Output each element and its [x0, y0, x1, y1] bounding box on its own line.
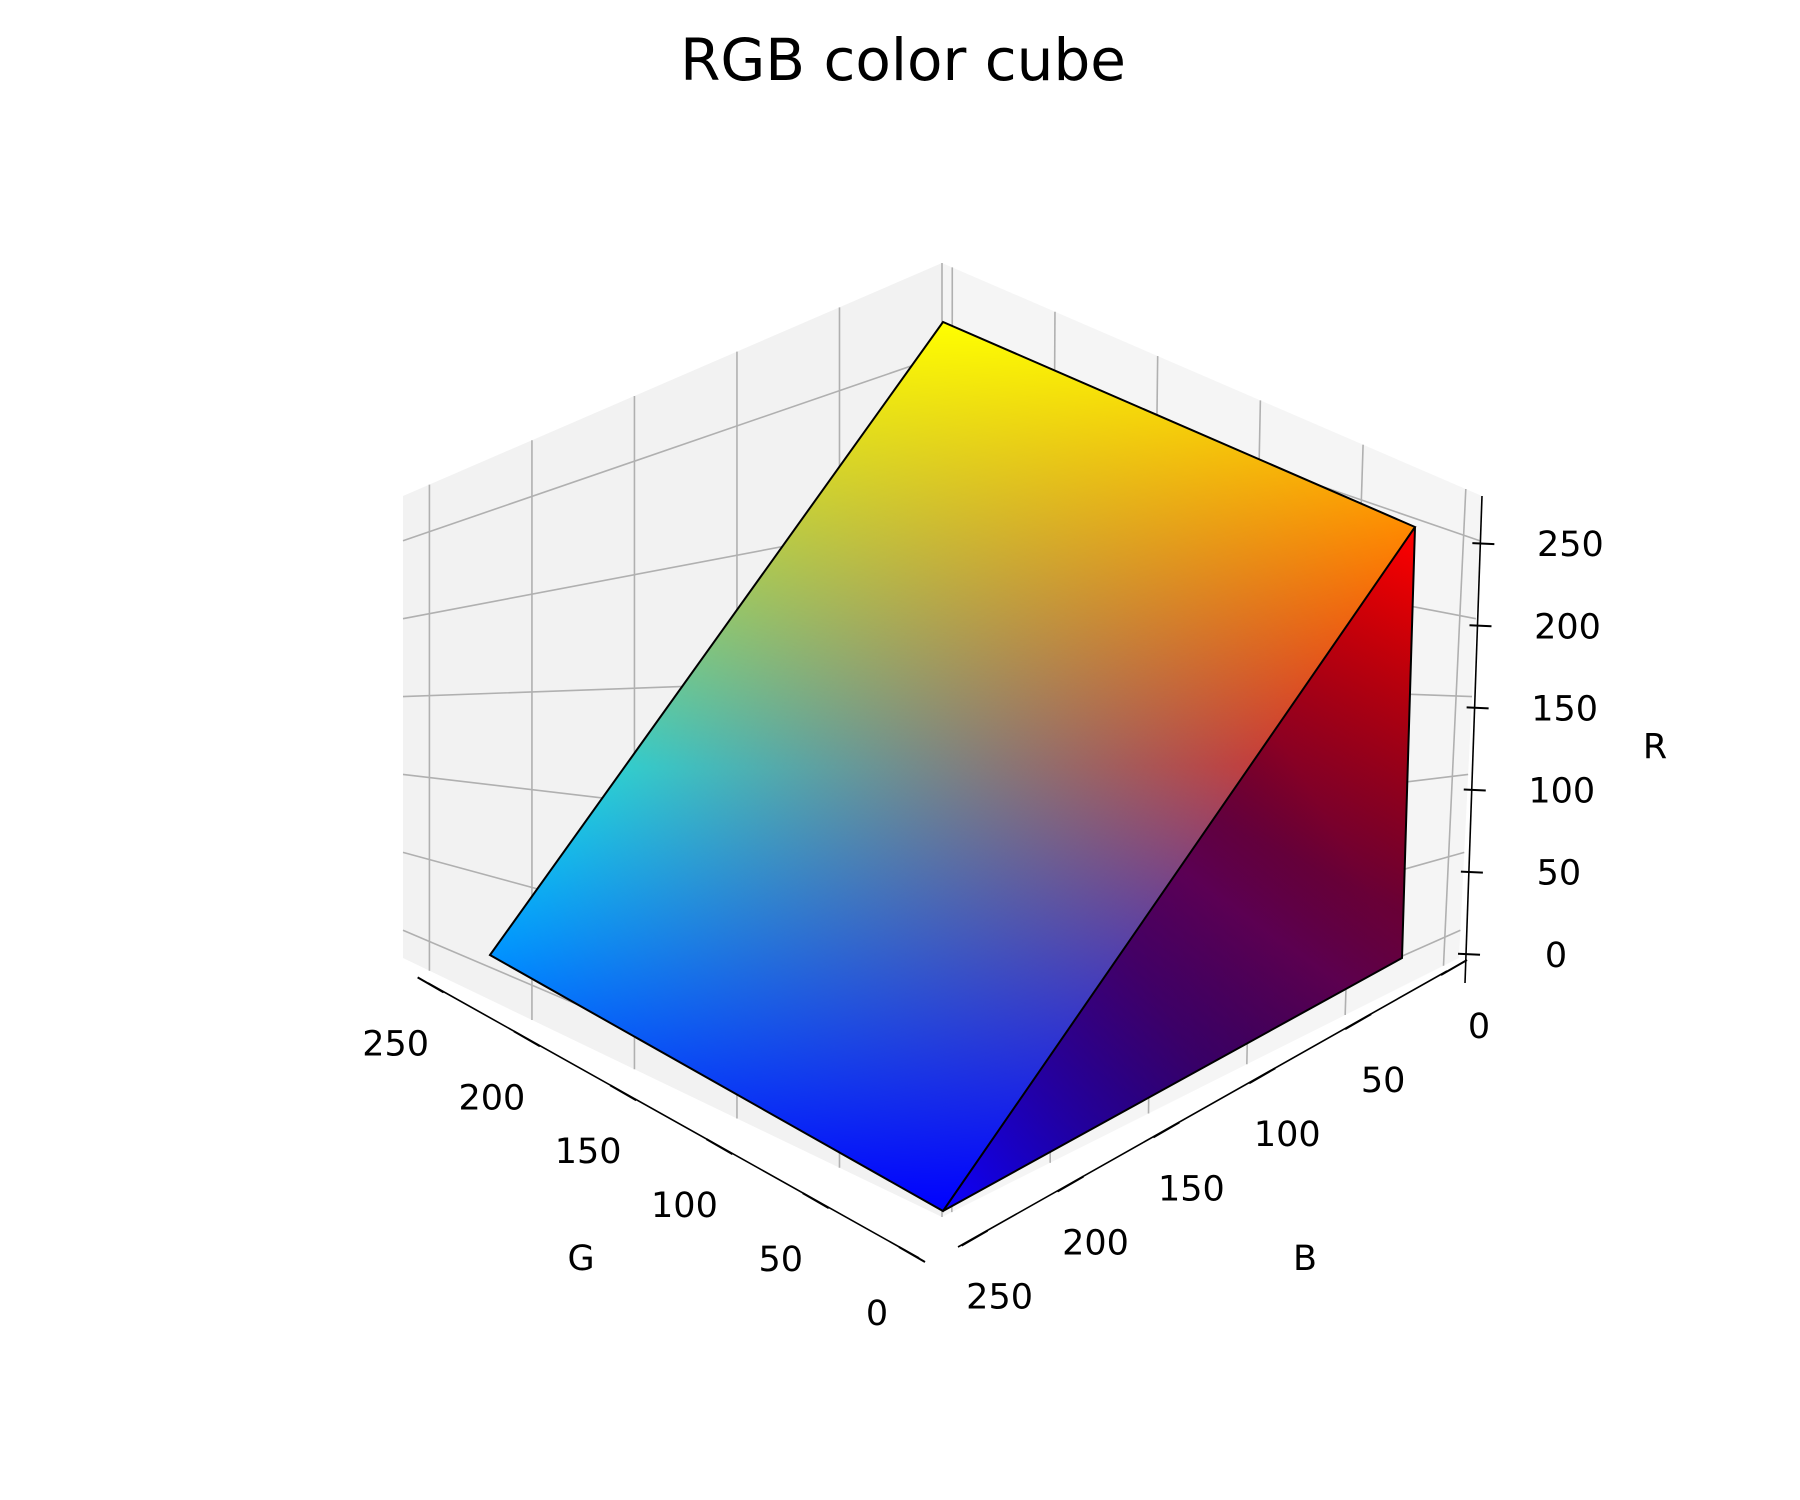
r-axis-label: R: [1643, 727, 1667, 767]
r-tick-label: 200: [1534, 607, 1601, 647]
g-tick-label: 200: [458, 1078, 525, 1118]
r-tick-label: 0: [1545, 936, 1567, 976]
r-tick: [1463, 788, 1486, 792]
r-tick: [1472, 542, 1495, 546]
b-tick: [1344, 1013, 1372, 1030]
g-tick-label: 250: [362, 1024, 429, 1064]
prism-top-face-overlay: [490, 322, 1415, 1211]
b-tick: [1056, 1175, 1084, 1193]
r-tick: [1460, 870, 1483, 874]
g-tick-label: 50: [758, 1240, 803, 1280]
b-tick-label: 50: [1361, 1061, 1406, 1101]
b-tick-label: 250: [966, 1278, 1033, 1318]
g-tick: [417, 976, 445, 994]
g-tick-label: 0: [866, 1294, 888, 1334]
b-axis-label: B: [1293, 1239, 1317, 1279]
b-tick: [961, 1229, 989, 1247]
r-axis-line: [1464, 495, 1483, 984]
r-tick: [1466, 706, 1489, 710]
r-tick-label: 150: [1531, 689, 1598, 729]
b-tick-label: 150: [1158, 1169, 1225, 1209]
b-tick: [1152, 1121, 1180, 1139]
chart-title: RGB color cube: [680, 26, 1126, 94]
g-tick: [802, 1192, 830, 1209]
prism-edges: [488, 320, 1417, 1213]
axes: 0 50 100 150 200 250 G 0 50 100 150 200 250 B 0 50 100 15…: [362, 495, 1667, 1334]
g-axis-label: G: [567, 1239, 594, 1279]
g-tick: [513, 1030, 541, 1048]
b-tick-label: 100: [1254, 1115, 1321, 1155]
g-tick-label: 150: [555, 1132, 622, 1172]
b-tick-label: 200: [1062, 1223, 1129, 1263]
b-tick: [1440, 959, 1468, 976]
grid-line-b: [1442, 488, 1467, 966]
b-tick: [1248, 1067, 1276, 1085]
r-tick: [1457, 952, 1481, 956]
r-tick: [1469, 624, 1492, 628]
r-tick-label: 250: [1537, 525, 1604, 565]
g-tick: [609, 1084, 637, 1102]
g-tick: [898, 1246, 926, 1263]
g-axis-line: [427, 982, 920, 1259]
r-tick-label: 100: [1528, 772, 1595, 812]
rgb-prism: [488, 320, 1417, 1213]
g-tick-label: 100: [651, 1186, 718, 1226]
g-tick: [705, 1138, 733, 1156]
r-tick-label: 50: [1537, 854, 1582, 894]
b-tick-label: 0: [1468, 1007, 1490, 1047]
